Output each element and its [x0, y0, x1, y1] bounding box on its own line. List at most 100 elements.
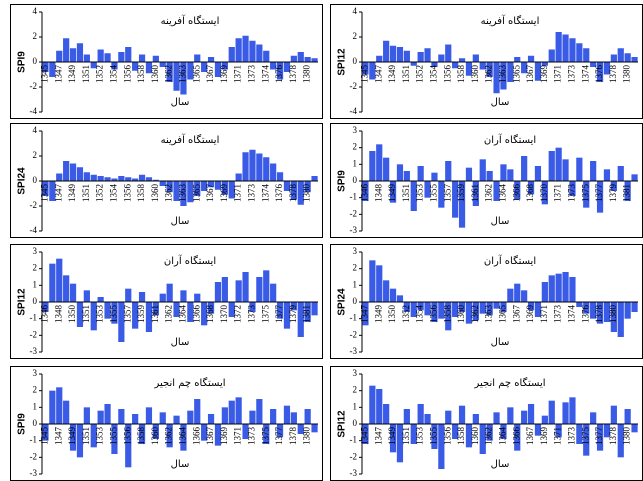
x-tick-label: 1349 [373, 305, 383, 324]
x-tick-label: 1373 [567, 65, 577, 84]
x-tick-label: 1373 [553, 305, 563, 324]
bar [214, 424, 222, 446]
bar [389, 181, 397, 203]
bar [249, 40, 256, 62]
x-tick-label: 1378 [288, 427, 298, 446]
bar [290, 412, 297, 424]
x-tick-label: 1353 [95, 305, 105, 324]
y-tick-label: -3 [30, 468, 38, 478]
bar [166, 424, 173, 448]
bar [83, 290, 90, 302]
x-tick-label: 1355 [109, 427, 119, 446]
bar [431, 424, 438, 449]
bar [256, 44, 263, 62]
x-tick-label: 1369 [525, 305, 535, 324]
x-tick-label: 1347 [360, 305, 370, 324]
bar [249, 149, 256, 181]
y-tick-label: 0 [353, 296, 358, 306]
x-tick-label: 1377 [274, 427, 284, 446]
y-tick-label: -3 [350, 346, 358, 356]
bar [263, 424, 270, 444]
bar [290, 55, 297, 62]
bar [596, 302, 604, 324]
bar [270, 283, 277, 302]
y-tick-label: -3 [30, 346, 38, 356]
bar [376, 389, 383, 424]
y-tick-label: 4 [33, 6, 38, 16]
x-tick-label: 1354 [415, 305, 425, 324]
y-tick-label: 2 [353, 263, 358, 273]
bar [479, 62, 486, 70]
y-tick-label: 2 [33, 150, 38, 160]
y-tick-label: 1 [353, 158, 358, 168]
bar [111, 424, 118, 454]
x-tick-label: 1354 [429, 65, 439, 84]
x-tick-label: 1375 [580, 427, 590, 446]
bar [194, 54, 201, 62]
bar [417, 404, 424, 424]
bar [521, 410, 528, 424]
bar [507, 62, 514, 82]
bar [242, 424, 249, 439]
bar [583, 424, 590, 456]
bar [283, 181, 291, 191]
x-tick-label: 1351 [401, 184, 411, 202]
bar [603, 424, 611, 438]
bar [104, 302, 111, 319]
y-tick-label: 1 [353, 279, 358, 289]
x-tick-label: 1370 [539, 184, 549, 203]
bar [159, 62, 166, 67]
bar [465, 62, 473, 76]
bar [493, 302, 500, 309]
bar [83, 172, 90, 181]
x-tick-label: 1362 [484, 65, 494, 83]
x-tick-label: 1366 [511, 184, 521, 203]
bar [548, 151, 555, 181]
x-tick-label: 1376 [274, 65, 284, 84]
x-tick-label: 1355 [429, 184, 439, 203]
bar [562, 34, 569, 62]
x-tick-label: 1363 [178, 65, 188, 84]
x-tick-label: 1367 [205, 427, 215, 446]
bar [548, 400, 555, 424]
y-tick-label: -2 [30, 200, 38, 210]
x-tick-label: 1378 [608, 427, 618, 446]
x-tick-label: 1380 [302, 427, 312, 446]
bar [132, 302, 139, 329]
x-axis-label: سال [171, 459, 190, 470]
x-tick-label: 1363 [484, 305, 494, 324]
x-tick-label: 1377 [594, 427, 604, 446]
y-tick-label: 2 [353, 31, 358, 41]
bar [214, 282, 222, 302]
bar [548, 49, 555, 62]
y-tick-label: 0 [353, 56, 358, 66]
bar [369, 260, 376, 302]
bar [583, 181, 590, 208]
bar [159, 181, 166, 186]
bar [403, 50, 410, 62]
bar [297, 52, 304, 62]
x-tick-label: 1380 [622, 427, 632, 446]
x-tick-label: 1365 [498, 305, 508, 324]
bar [624, 181, 631, 201]
bar [207, 57, 215, 62]
x-tick-label: 1345 [360, 427, 370, 446]
bar [270, 62, 277, 70]
y-tick-label: 0 [33, 175, 38, 185]
bar [83, 407, 90, 424]
bar [63, 400, 70, 424]
x-tick-label: 1365 [191, 65, 201, 84]
bar [214, 62, 222, 77]
bar [617, 302, 624, 337]
x-tick-label: 1380 [622, 65, 632, 84]
y-tick-label: -2 [350, 329, 358, 339]
bar [214, 181, 222, 190]
bar [138, 54, 146, 62]
bar [465, 302, 473, 324]
x-axis-label: سال [171, 97, 190, 108]
chart-panel: -4 -2 0 2 4 1345 1347 1349 1351 1352 1354 1356 1358 1… [10, 4, 323, 119]
y-tick-label: -4 [30, 225, 38, 235]
bar [576, 424, 583, 444]
panel-border [10, 123, 323, 238]
bar [201, 424, 208, 441]
